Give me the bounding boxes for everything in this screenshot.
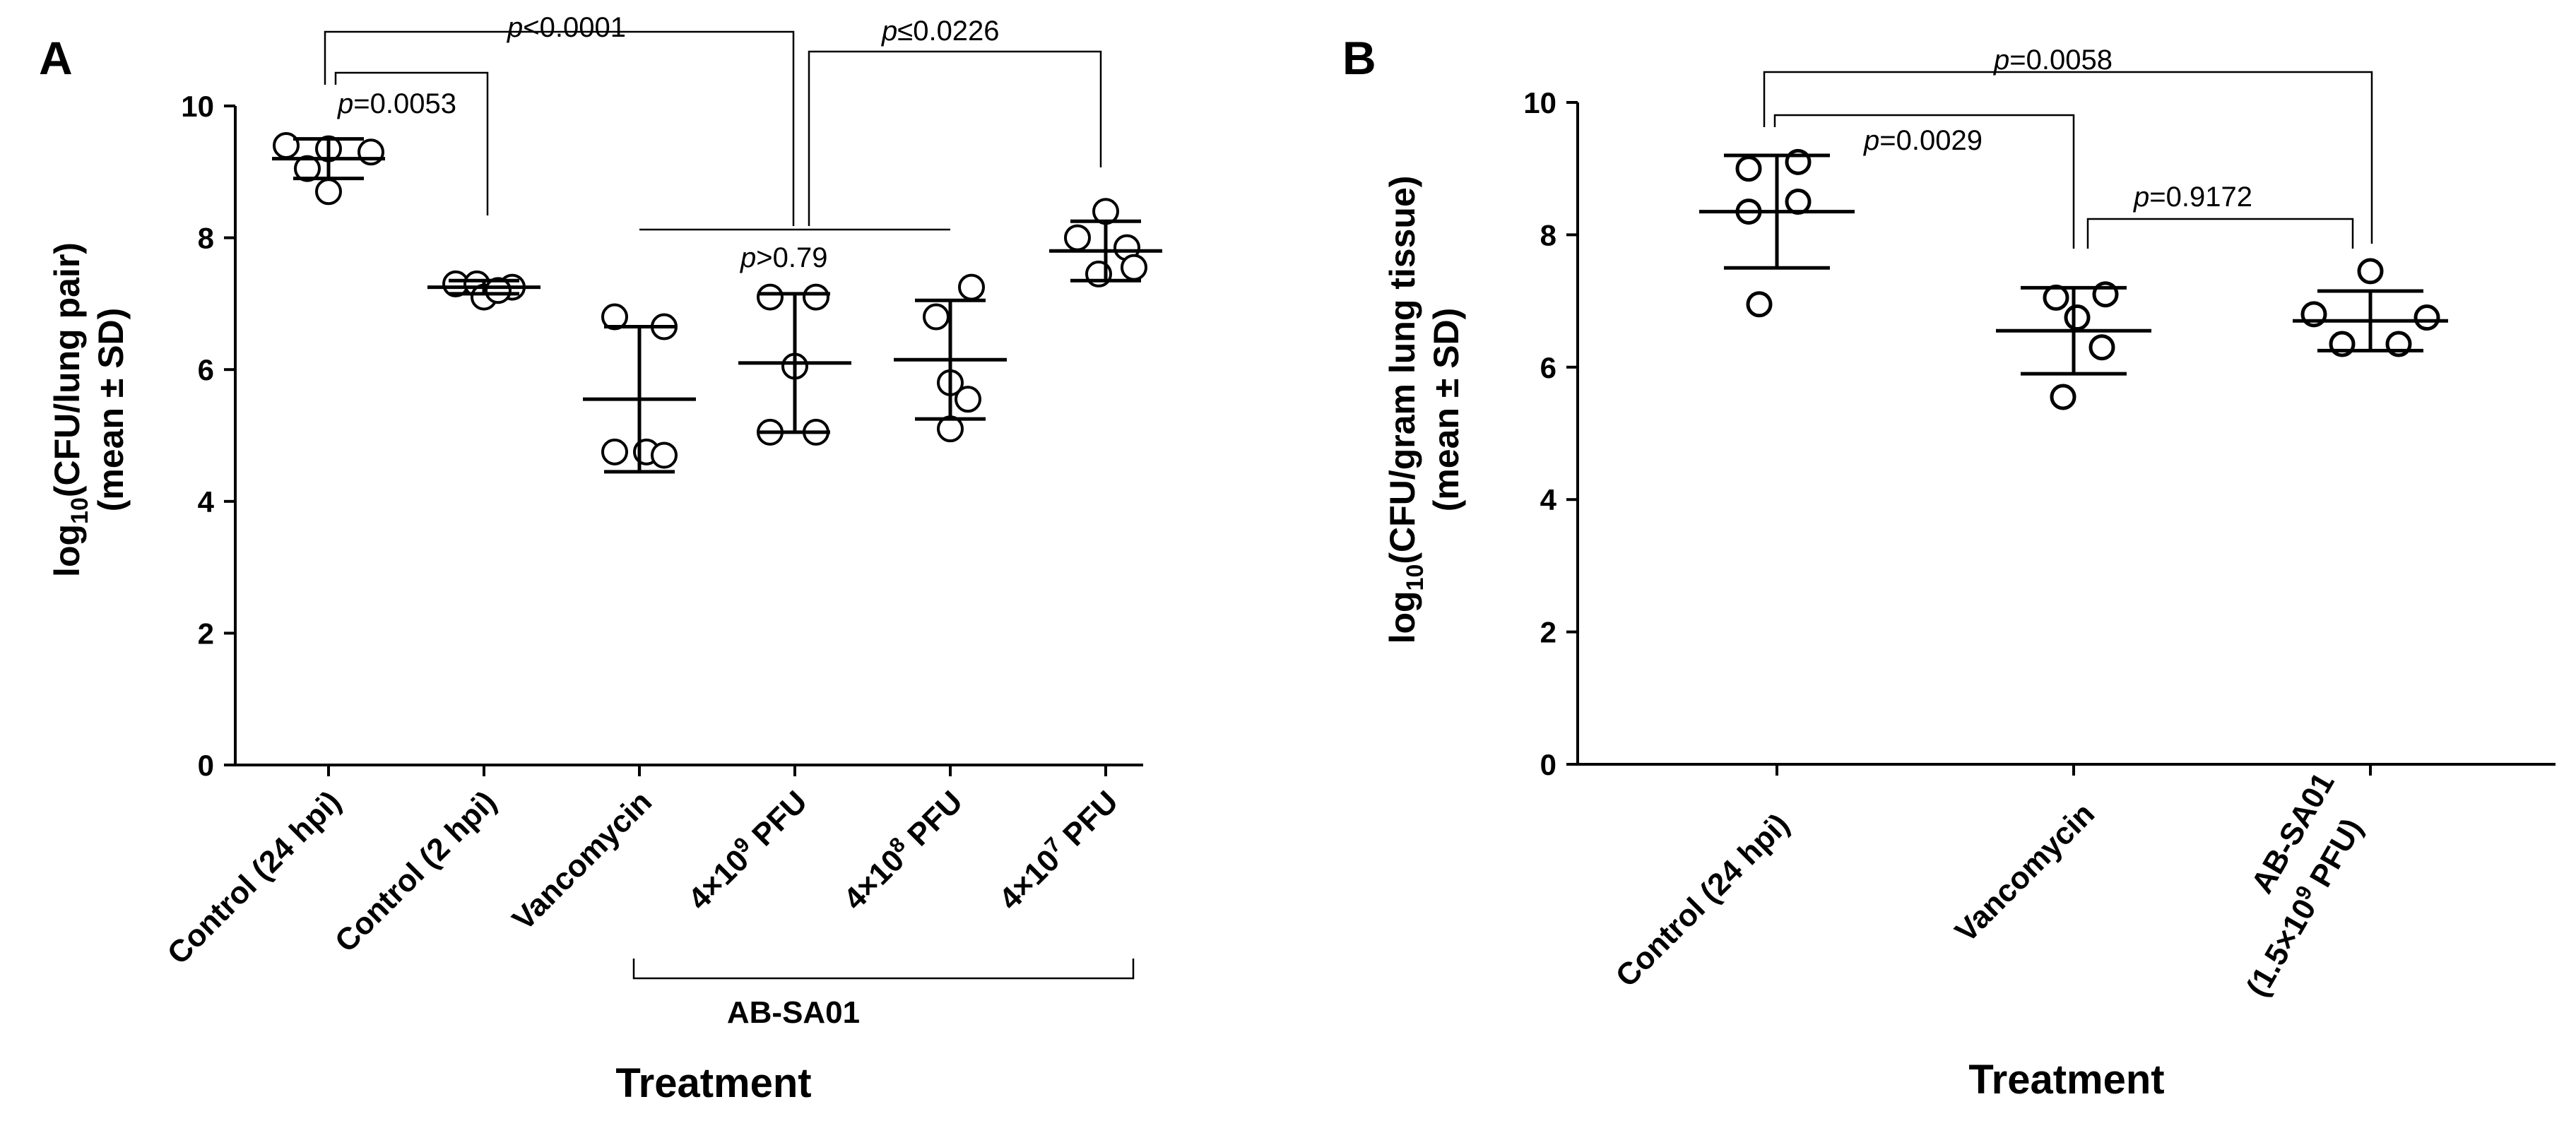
panel-a-category-labels: Control (24 hpi) Control (2 hpi) Vancomy…: [161, 783, 1125, 971]
panel-a-cat-4: 4×108 PFU: [836, 783, 970, 917]
series-group: [894, 273, 1007, 443]
panel-a: A log10(CFU/lung pair) (mean ± SD) 02468…: [39, 12, 1162, 1106]
data-point: [803, 283, 829, 311]
data-point: [2050, 384, 2076, 410]
y-tick-label: 4: [1540, 483, 1557, 516]
y-tick-label: 10: [1523, 86, 1556, 119]
pval-p0029: p=0.0029: [1863, 125, 1983, 156]
panel-b-cat-1: Vancomycin: [1949, 796, 2101, 949]
panel-a-xlabel: Treatment: [615, 1060, 811, 1106]
data-point: [757, 283, 784, 311]
data-point: [294, 155, 321, 182]
y-tick-label: 0: [1540, 748, 1556, 781]
series-group: [427, 270, 540, 311]
series-group: [738, 283, 851, 446]
bracket-p9172: [2086, 218, 2354, 249]
bracket-p0226: [808, 50, 1102, 226]
data-point: [1064, 224, 1091, 251]
panel-b-xlabel: Treatment: [1968, 1057, 2164, 1103]
data-point: [1121, 254, 1147, 281]
data-point: [2088, 334, 2115, 361]
series-group: [583, 303, 696, 474]
panel-b-ylabel-sub: 10: [1402, 564, 1429, 591]
series-group: [2293, 258, 2448, 357]
panel-a-ylabel-line2: (mean ± SD): [91, 308, 131, 512]
pval-p9172: p=0.9172: [2133, 182, 2252, 213]
panel-b-letter: B: [1342, 32, 1376, 84]
panel-b-brackets: [1763, 71, 2373, 249]
panel-b-ylabel: log10(CFU/gram lung tissue) (mean ± SD): [1383, 176, 1466, 644]
bracket-p0001: [324, 30, 795, 226]
panel-a-ylabel-rest: (CFU/lung pair): [47, 242, 87, 497]
data-point: [315, 178, 342, 206]
data-point: [923, 303, 950, 331]
bracket-p0053: [334, 71, 489, 215]
svg-text:log10(CFU/lung pair): log10(CFU/lung pair): [47, 242, 93, 577]
data-point: [358, 138, 384, 166]
panel-a-ylabel: log10(CFU/lung pair) (mean ± SD): [47, 242, 131, 577]
data-point: [2357, 258, 2384, 285]
panel-a-brackets: [324, 30, 1135, 980]
series-group: [1996, 281, 2151, 410]
bracket-ab-sa01: [632, 959, 1135, 980]
svg-text:log10(CFU/gram lung tissue): log10(CFU/gram lung tissue): [1383, 176, 1429, 644]
bracket-p0029: [1773, 114, 2075, 249]
panel-a-cat-3: 4×109 PFU: [680, 783, 815, 917]
pval-p0058: p=0.0058: [1993, 45, 2113, 76]
y-tick-label: 4: [198, 485, 215, 518]
panel-b: B log10(CFU/gram lung tissue) (mean ± SD…: [1342, 32, 2556, 1103]
data-point: [273, 131, 300, 159]
panel-b-cat-0: Control (24 hpi): [1609, 807, 1797, 994]
data-point: [1735, 155, 1762, 182]
data-point: [2413, 304, 2440, 331]
panel-a-cat-1: Control (2 hpi): [329, 784, 503, 959]
panel-a-cat-5: 4×107 PFU: [991, 783, 1125, 917]
y-tick-label: 8: [198, 222, 214, 255]
y-tick-label: 2: [198, 617, 214, 650]
panel-a-group-label: AB-SA01: [727, 995, 860, 1030]
data-point: [485, 277, 512, 304]
series-group: [1049, 198, 1162, 287]
data-point: [601, 303, 628, 331]
data-point: [2064, 304, 2091, 331]
data-point: [1746, 291, 1773, 318]
y-tick-label: 10: [181, 90, 214, 123]
bracket-p0058: [1763, 71, 2373, 244]
data-point: [1785, 189, 1812, 215]
data-point: [2043, 284, 2069, 311]
panel-b-ylabel-prefix: log: [1383, 591, 1422, 643]
panel-b-ylabel-rest: (CFU/gram lung tissue): [1383, 176, 1422, 564]
pval-p079: p>0.79: [740, 242, 827, 273]
panel-a-cat-0: Control (24 hpi): [161, 784, 348, 971]
panel-b-ylabel-line2: (mean ± SD): [1426, 308, 1466, 512]
series-group: [1699, 148, 1855, 318]
pval-p0226: p≤0.0226: [881, 16, 1000, 47]
pval-p0001: p<0.0001: [507, 12, 626, 43]
series-group: [272, 131, 385, 206]
panel-a-ylabel-sub: 10: [66, 497, 93, 524]
panel-a-cat-2: Vancomycin: [506, 784, 658, 937]
data-point: [651, 441, 678, 469]
y-tick-label: 0: [198, 749, 214, 782]
y-tick-label: 2: [1540, 616, 1556, 649]
data-point: [955, 386, 981, 413]
pval-p0053: p=0.0053: [337, 88, 456, 119]
panel-a-ylabel-prefix: log: [47, 524, 87, 577]
y-tick-label: 6: [1540, 351, 1556, 384]
y-tick-label: 6: [198, 353, 214, 386]
data-point: [958, 273, 985, 301]
panel-a-letter: A: [39, 32, 73, 84]
y-tick-label: 8: [1540, 218, 1556, 251]
data-point: [601, 438, 628, 465]
